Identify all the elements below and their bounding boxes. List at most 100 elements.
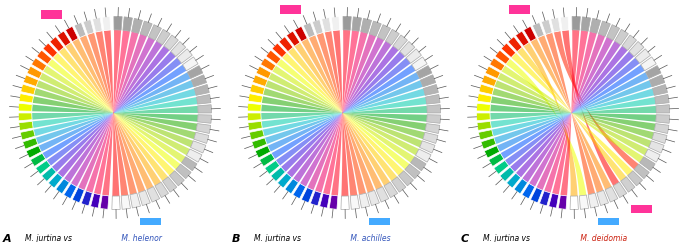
Polygon shape [522,41,621,182]
Polygon shape [500,65,645,159]
Wedge shape [130,193,140,208]
FancyBboxPatch shape [631,204,652,213]
Polygon shape [490,105,656,122]
Wedge shape [485,66,500,79]
Wedge shape [634,164,649,179]
Polygon shape [552,30,588,195]
Wedge shape [81,191,92,206]
Polygon shape [36,80,194,144]
Wedge shape [176,164,191,179]
Polygon shape [42,65,186,159]
Polygon shape [268,72,420,152]
Polygon shape [32,105,198,122]
Wedge shape [270,167,286,182]
Polygon shape [491,96,656,131]
Polygon shape [266,80,422,147]
Text: M. jurtina vs: M. jurtina vs [254,234,301,242]
Wedge shape [479,84,494,95]
Wedge shape [155,182,169,198]
Wedge shape [599,21,610,36]
Polygon shape [58,46,169,178]
Wedge shape [331,16,340,31]
Wedge shape [197,94,211,104]
Wedge shape [19,121,33,130]
Polygon shape [323,30,359,195]
Polygon shape [104,30,120,196]
Wedge shape [43,43,58,58]
Wedge shape [187,66,203,79]
Polygon shape [94,30,130,195]
Polygon shape [87,33,137,195]
Polygon shape [265,80,423,144]
Wedge shape [138,190,150,205]
Polygon shape [516,46,627,178]
Wedge shape [549,193,559,208]
Wedge shape [416,66,432,79]
Wedge shape [27,66,42,79]
Wedge shape [499,167,515,182]
Wedge shape [330,195,338,209]
Wedge shape [477,121,491,130]
Text: M. deidomia: M. deidomia [578,234,627,242]
Polygon shape [32,96,197,131]
Polygon shape [544,32,596,193]
Wedge shape [416,149,431,162]
Wedge shape [112,196,120,210]
Wedge shape [559,195,567,209]
Wedge shape [533,23,544,38]
Text: C: C [461,234,469,242]
Wedge shape [140,21,152,36]
FancyBboxPatch shape [509,5,530,14]
Wedge shape [279,37,293,52]
Wedge shape [560,16,569,31]
Wedge shape [384,182,398,198]
Wedge shape [541,20,552,35]
Wedge shape [423,84,438,95]
Wedge shape [588,193,599,208]
Wedge shape [423,132,438,144]
Text: M. jurtina vs: M. jurtina vs [483,234,530,242]
Wedge shape [177,49,193,63]
Wedge shape [255,146,270,158]
Wedge shape [641,57,656,71]
Wedge shape [621,177,635,192]
Wedge shape [579,195,589,209]
Polygon shape [315,32,367,193]
Wedge shape [614,29,628,45]
Text: A: A [3,234,11,242]
Polygon shape [65,43,161,186]
Wedge shape [352,17,361,31]
Wedge shape [590,18,601,33]
Polygon shape [301,38,383,190]
Wedge shape [495,50,510,64]
Wedge shape [645,66,661,79]
Wedge shape [494,160,509,174]
Wedge shape [65,26,78,42]
Wedge shape [627,171,643,186]
Wedge shape [515,31,529,46]
Polygon shape [263,88,424,139]
Wedge shape [321,18,332,32]
Polygon shape [538,35,603,193]
Polygon shape [261,106,427,120]
Wedge shape [629,41,644,56]
Text: M. achilles: M. achilles [349,234,391,242]
Polygon shape [497,73,648,155]
Polygon shape [308,34,376,190]
Polygon shape [332,30,350,196]
Wedge shape [405,164,420,179]
Polygon shape [64,41,162,182]
Polygon shape [309,35,374,193]
Wedge shape [350,195,360,209]
Polygon shape [502,66,644,163]
Polygon shape [32,106,198,120]
Wedge shape [652,84,667,95]
Wedge shape [252,138,267,149]
Wedge shape [32,58,47,71]
Wedge shape [91,193,100,208]
Wedge shape [649,75,665,87]
Wedge shape [191,141,206,153]
Polygon shape [43,66,186,163]
Polygon shape [562,30,619,186]
Polygon shape [53,53,175,176]
